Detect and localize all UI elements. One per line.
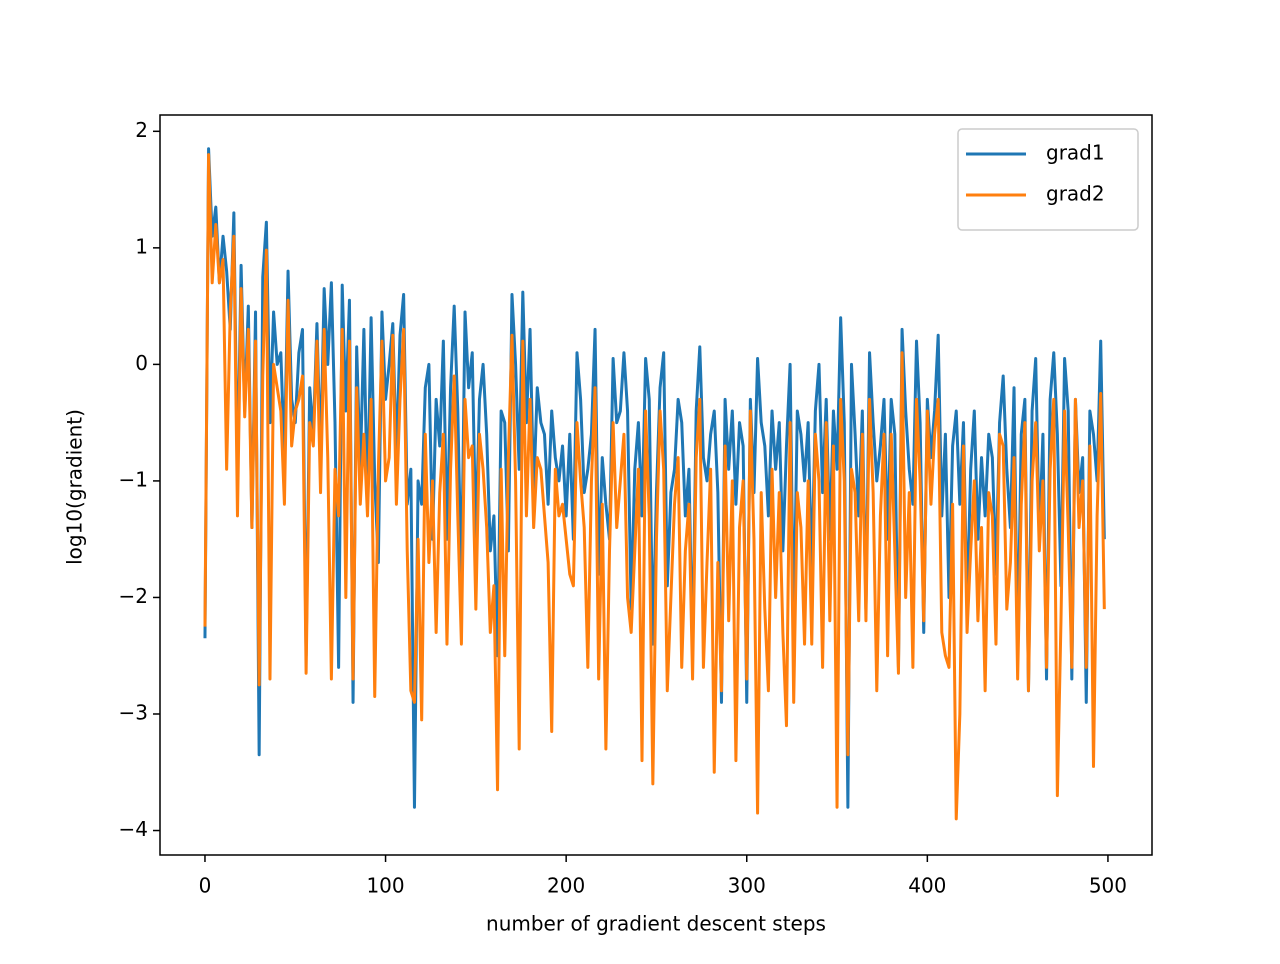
x-tick-label: 500 xyxy=(1089,874,1127,898)
x-tick-label: 300 xyxy=(728,874,766,898)
y-tick-label: −1 xyxy=(119,467,148,491)
x-tick-label: 100 xyxy=(366,874,404,898)
y-tick-label: −4 xyxy=(119,817,148,841)
y-tick-label: 0 xyxy=(135,351,148,375)
y-tick-label: −2 xyxy=(119,584,148,608)
x-tick-label: 200 xyxy=(547,874,585,898)
x-axis-label: number of gradient descent steps xyxy=(486,912,826,936)
y-axis-label: log10(gradient) xyxy=(63,409,87,565)
series-line xyxy=(203,153,1106,821)
plot-frame xyxy=(159,114,1153,856)
x-tick-label: 400 xyxy=(908,874,946,898)
y-tick-label: −3 xyxy=(119,700,148,724)
y-tick-label: 2 xyxy=(135,118,148,142)
legend-label: grad2 xyxy=(1046,182,1105,206)
x-tick-label: 0 xyxy=(199,874,212,898)
y-tick-label: 1 xyxy=(135,234,148,258)
legend-label: grad1 xyxy=(1046,141,1105,165)
